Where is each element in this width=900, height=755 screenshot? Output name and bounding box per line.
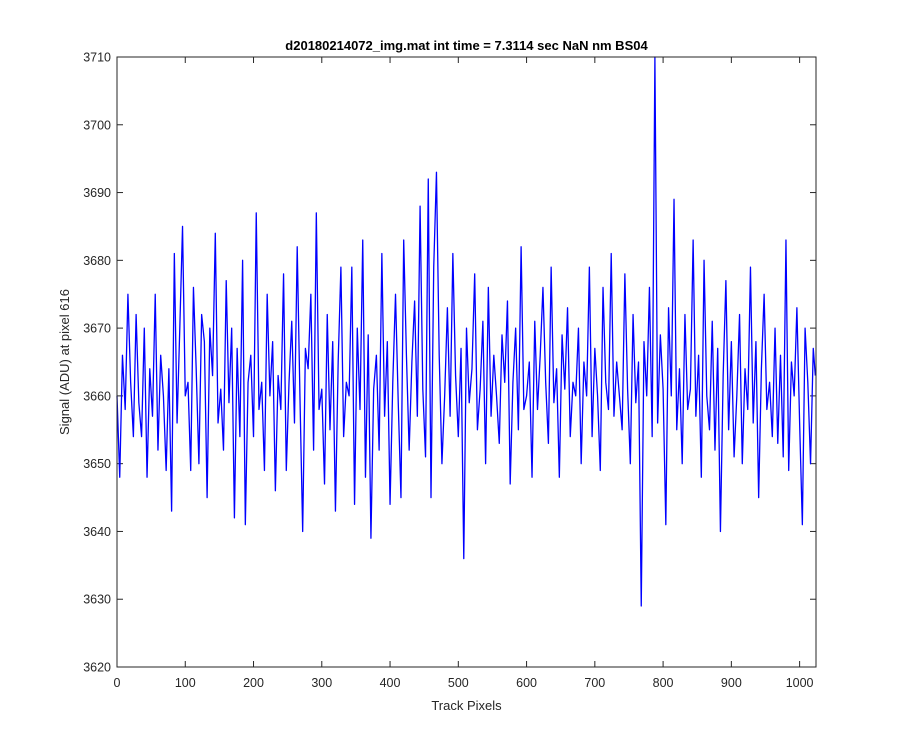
- axes-box: [116, 56, 817, 668]
- y-tick-label: 3640: [83, 525, 111, 539]
- x-tick-label: 300: [311, 676, 332, 690]
- x-tick-label: 100: [175, 676, 196, 690]
- x-tick-label: 800: [653, 676, 674, 690]
- x-tick-label: 1000: [786, 676, 814, 690]
- y-tick-label: 3660: [83, 389, 111, 403]
- y-tick-label: 3690: [83, 186, 111, 200]
- series-line: [116, 56, 816, 607]
- y-axis-label: Signal (ADU) at pixel 616: [57, 289, 72, 435]
- y-tick-label: 3680: [83, 254, 111, 268]
- x-tick-label: 200: [243, 676, 264, 690]
- x-tick-label: 700: [584, 676, 605, 690]
- y-ticks: 3620 3630 3640 3650 3660 3670 3680 3690 3700 3710: [83, 51, 816, 675]
- x-tick-label: 400: [380, 676, 401, 690]
- y-tick-label: 3620: [83, 661, 111, 675]
- x-tick-label: 900: [721, 676, 742, 690]
- y-tick-label: 3700: [83, 118, 111, 132]
- x-axis-label: Track Pixels: [431, 698, 502, 713]
- y-tick-label: 3670: [83, 322, 111, 336]
- x-tick-label: 500: [448, 676, 469, 690]
- y-tick-label: 3710: [83, 51, 111, 65]
- x-ticks: 0 100 200 300 400 500 600 700 800 900 1000: [114, 57, 814, 690]
- x-tick-label: 600: [516, 676, 537, 690]
- x-tick-label: 0: [114, 676, 121, 690]
- chart-title: d20180214072_img.mat int time = 7.3114 s…: [285, 38, 648, 53]
- y-tick-label: 3650: [83, 457, 111, 471]
- y-tick-label: 3630: [83, 593, 111, 607]
